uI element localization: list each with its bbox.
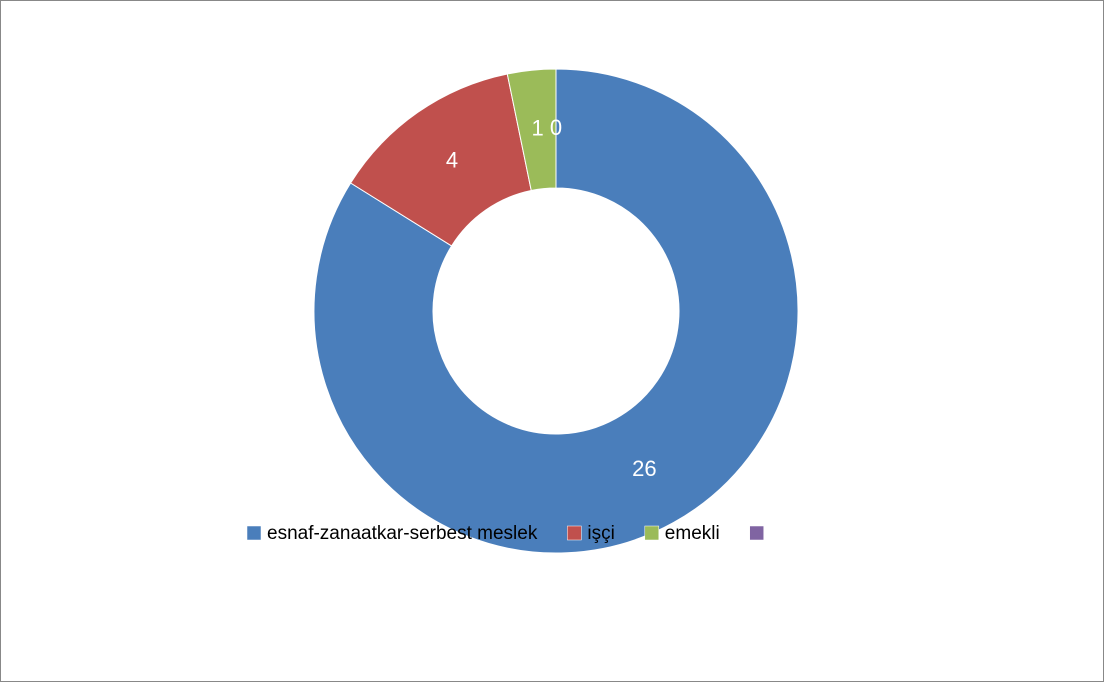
data-label: 1 <box>531 116 543 141</box>
data-label: 26 <box>632 456 656 481</box>
doughnut-slice <box>349 73 532 247</box>
legend-label: emekli <box>665 523 720 544</box>
doughnut-slice <box>506 68 557 192</box>
legend-label: işçi <box>587 523 614 544</box>
legend-swatch <box>644 525 660 541</box>
data-label: 0 <box>550 115 562 140</box>
legend-label: esnaf-zanaatkar-serbest meslek <box>267 523 538 544</box>
doughnut-slice <box>313 68 799 554</box>
data-label: 4 <box>446 147 458 172</box>
legend-swatch <box>749 525 764 541</box>
legend-swatch <box>567 525 582 541</box>
legend-swatch <box>246 525 262 541</box>
